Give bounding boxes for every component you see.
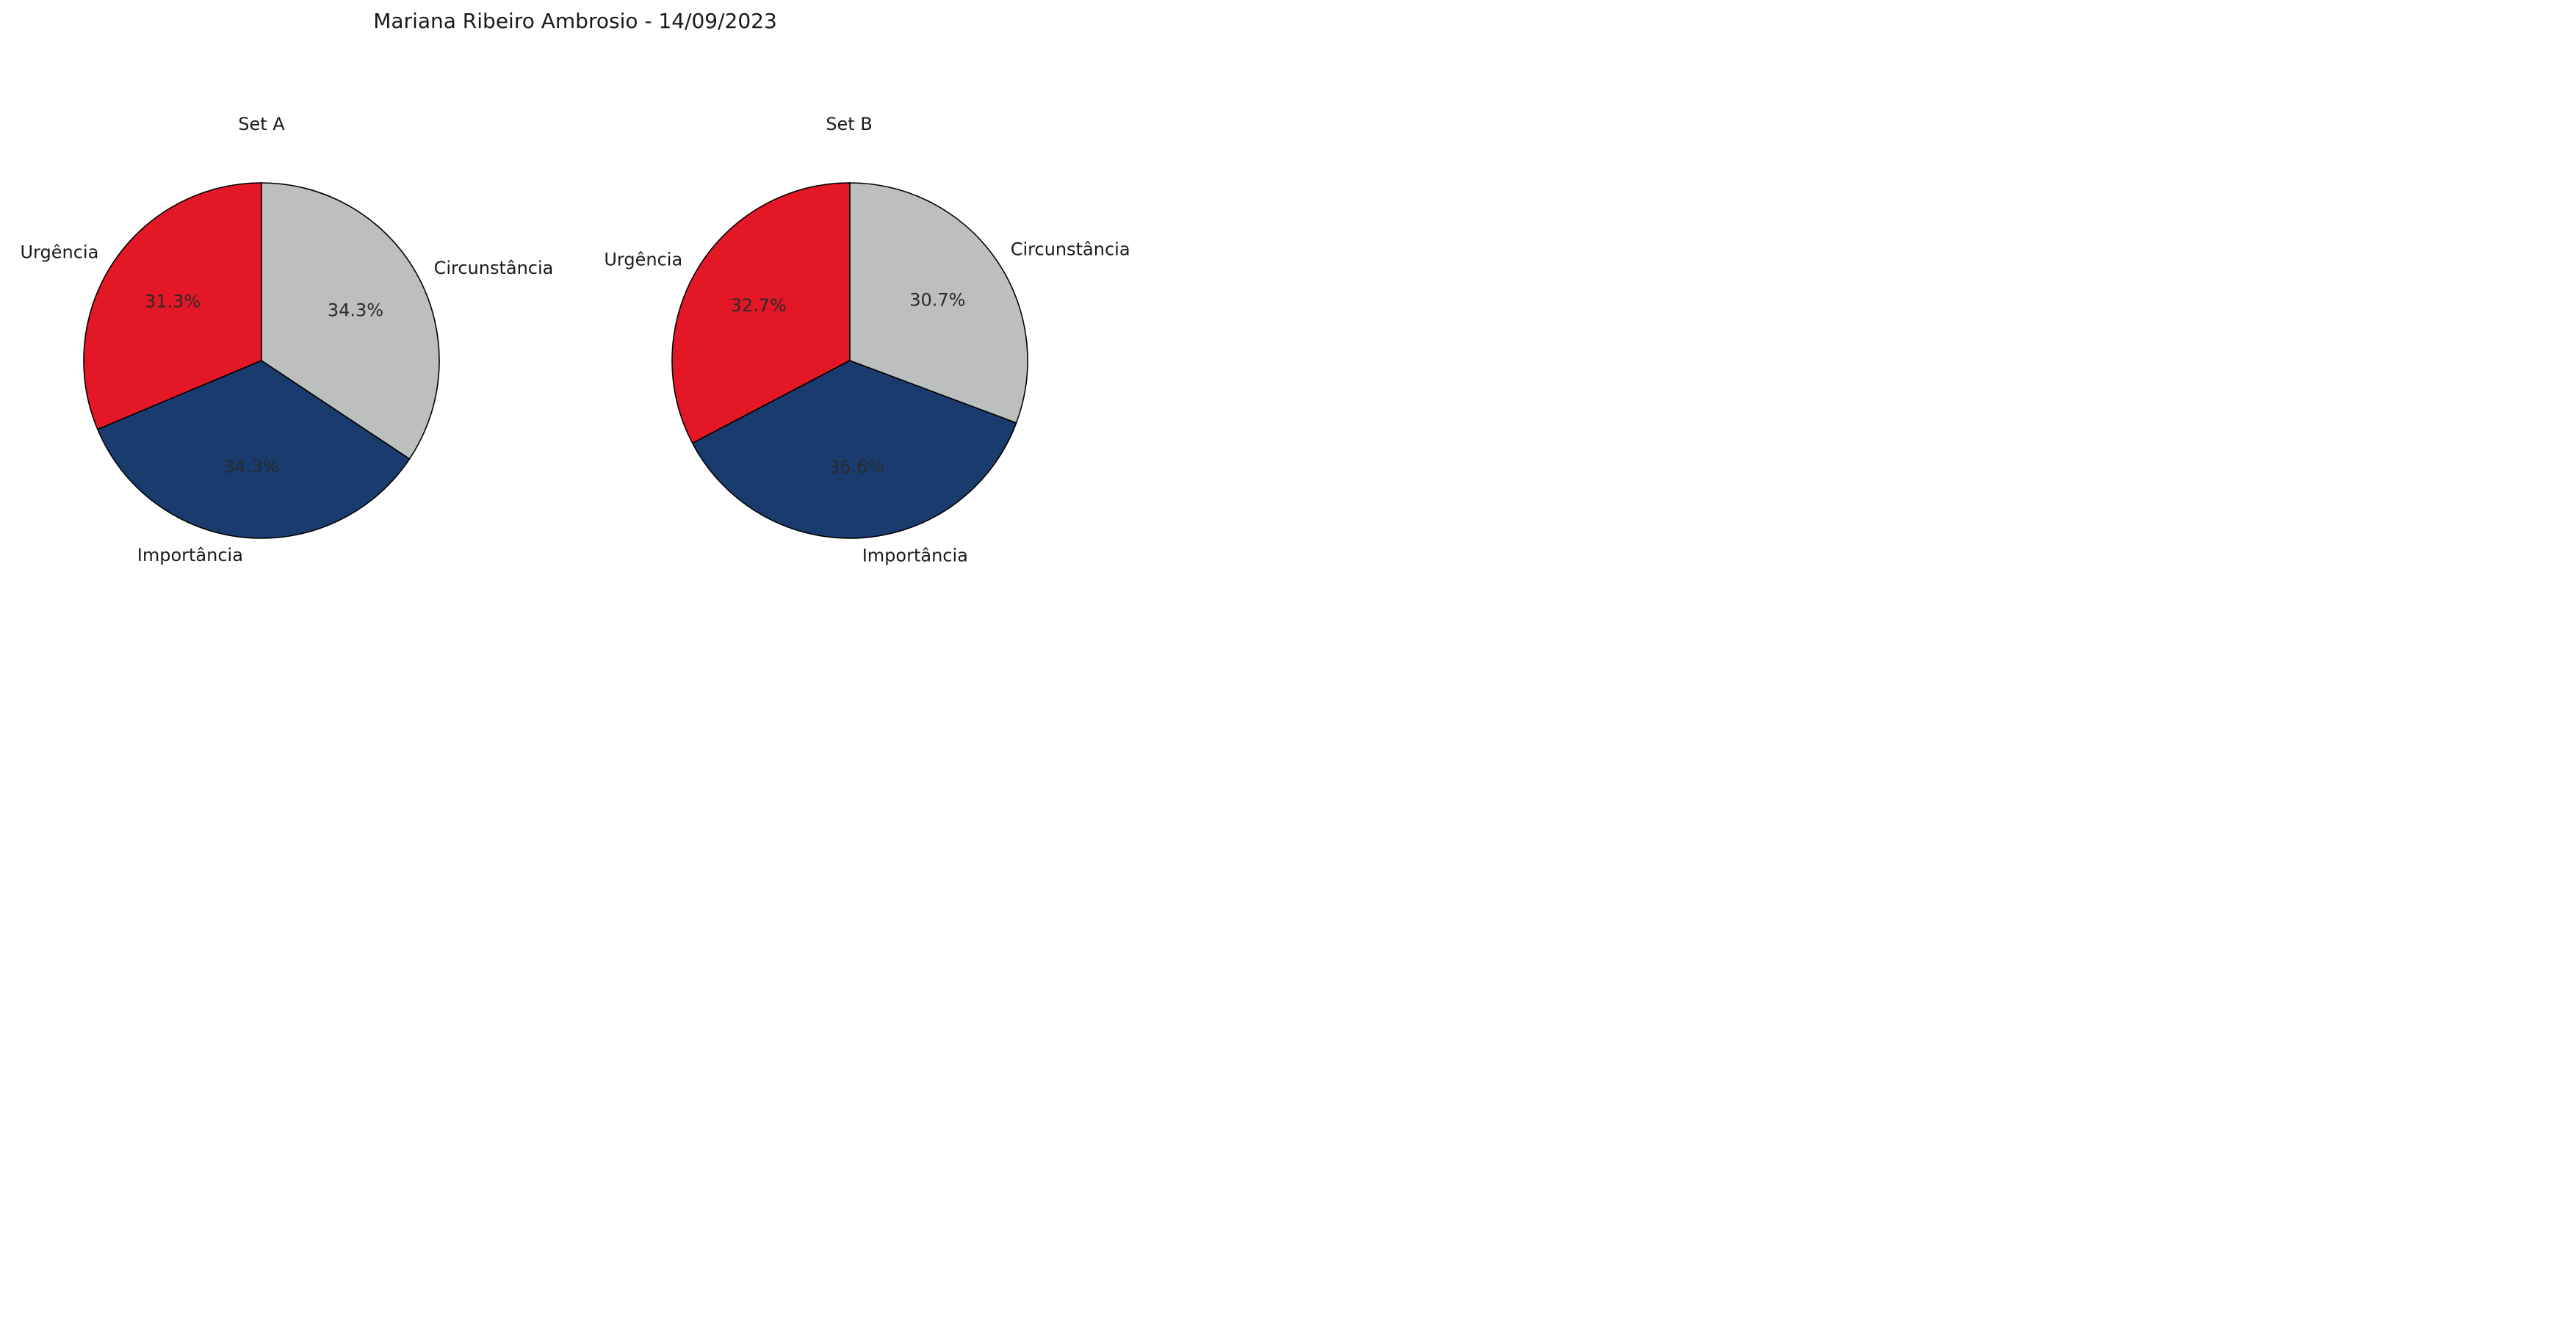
pie-slice-set-a-circunstancia bbox=[261, 182, 440, 460]
chart-figure: Mariana Ribeiro Ambrosio - 14/09/2023 Se… bbox=[0, 0, 1151, 590]
pie-title-set-a: Set A bbox=[238, 114, 285, 134]
pie-pct-label-set-a-importancia: 34.3% bbox=[223, 457, 279, 477]
pie-category-label-set-a-importancia: Importância bbox=[137, 545, 243, 565]
pie-pct-label-set-b-importancia: 36.6% bbox=[829, 457, 884, 477]
pie-slice-set-b-urgencia bbox=[671, 182, 851, 444]
pie-category-label-set-b-importancia: Importância bbox=[862, 546, 968, 566]
pie-category-label-set-a-circunstancia: Circunstância bbox=[434, 258, 554, 278]
pie-category-label-set-b-circunstancia: Circunstância bbox=[1011, 239, 1130, 259]
pie-category-label-set-b-urgencia: Urgência bbox=[604, 249, 682, 269]
pie-pct-label-set-a-urgencia: 31.3% bbox=[145, 292, 201, 312]
pie-chart-set-b: Set B 32.7% Urgência 36.6% Importância 30.7%… bbox=[604, 114, 1130, 566]
pie-slice-set-a-urgencia bbox=[83, 182, 262, 430]
pie-pct-label-set-a-circunstancia: 34.3% bbox=[328, 300, 383, 320]
pie-slice-set-b-importancia bbox=[691, 360, 1017, 539]
pie-pct-label-set-b-urgencia: 32.7% bbox=[731, 295, 787, 316]
pie-slice-set-a-importancia bbox=[96, 360, 411, 539]
pie-category-label-set-a-urgencia: Urgência bbox=[20, 242, 98, 263]
pie-title-set-b: Set B bbox=[826, 114, 873, 134]
pie-pct-label-set-b-circunstancia: 30.7% bbox=[909, 289, 965, 310]
figure-title: Mariana Ribeiro Ambrosio - 14/09/2023 bbox=[373, 9, 777, 33]
pie-slice-set-b-circunstancia bbox=[849, 182, 1028, 424]
pie-chart-set-a: Set A 31.3% Urgência 34.3% Importância 34.3%… bbox=[20, 114, 553, 565]
pie-charts-canvas: Mariana Ribeiro Ambrosio - 14/09/2023 Se… bbox=[20, 9, 1130, 566]
